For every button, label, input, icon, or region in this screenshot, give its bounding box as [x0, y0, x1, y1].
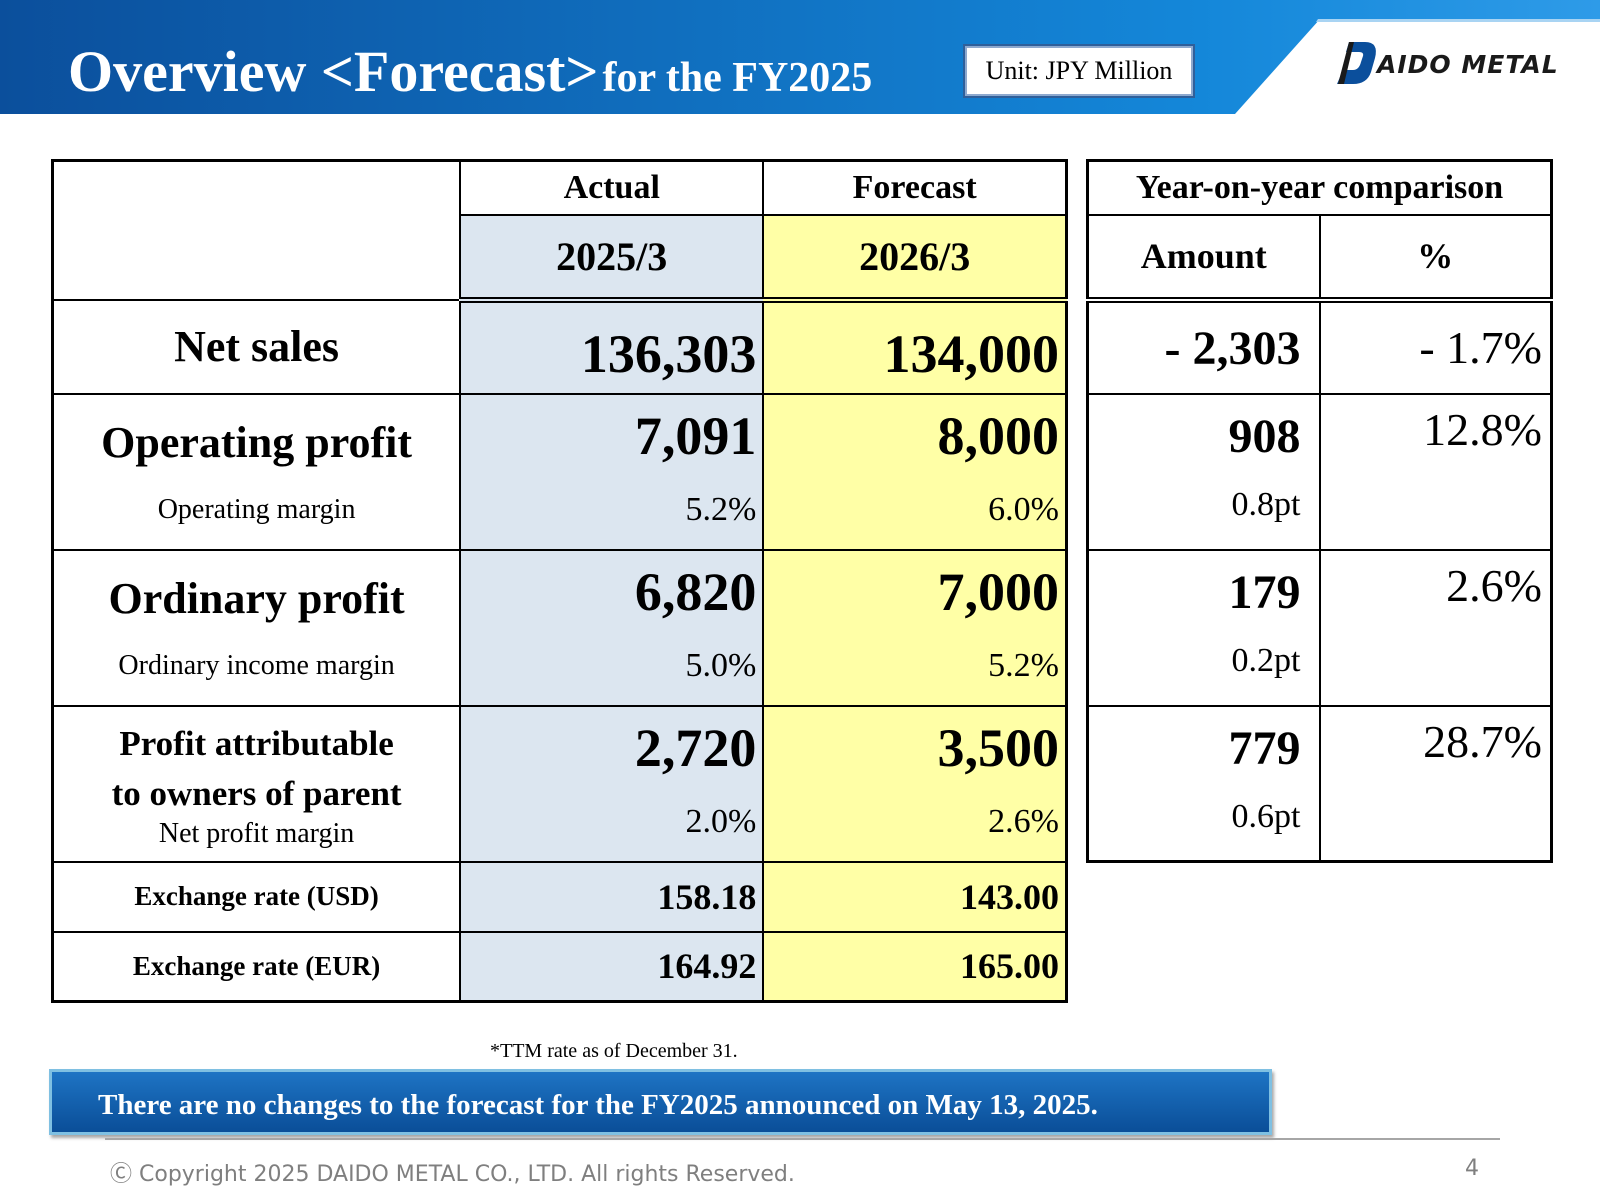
year-forecast: 2026/3: [762, 213, 1068, 303]
page-title: Overview <Forecast> for the FY2025: [68, 38, 872, 105]
header-bar: Overview <Forecast> for the FY2025 Unit:…: [0, 0, 1600, 114]
yoy-operating-amount: 908: [1228, 409, 1301, 463]
daido-metal-logo: AIDO METAL: [1335, 38, 1575, 88]
label-exchange-eur: Exchange rate (EUR): [51, 930, 462, 1003]
net-margin-actual: 2.0%: [685, 802, 757, 840]
col-header-forecast: Forecast: [762, 159, 1068, 216]
row-net-sales: Net sales 136,303 134,000: [51, 298, 1068, 395]
operating-margin-actual: 5.2%: [685, 490, 757, 528]
row-operating-profit: Operating profit Operating margin 7,091 5.…: [51, 392, 1068, 551]
label-net-profit-margin: Net profit margin: [158, 817, 355, 849]
exchange-usd-forecast: 143.00: [762, 860, 1068, 933]
ordinary-margin-forecast: 5.2%: [988, 646, 1059, 684]
exchange-eur-forecast: 165.00: [762, 930, 1068, 1003]
exchange-eur-actual: 164.92: [459, 930, 765, 1003]
net-profit-actual: 2,720: [634, 717, 757, 778]
row-profit-attributable: Profit attributable to owners of parent …: [51, 704, 1068, 863]
label-operating-margin: Operating margin: [157, 494, 356, 525]
footer-divider: [105, 1138, 1500, 1140]
yoy-row-net-profit: 779 0.6pt 28.7%: [1086, 704, 1553, 863]
yoy-operating-pct: 12.8%: [1423, 403, 1542, 455]
operating-profit-actual: 7,091: [634, 405, 757, 466]
yoy-net-sales-amount: - 2,303: [1164, 321, 1301, 375]
yoy-title: Year-on-year comparison: [1086, 159, 1553, 216]
yoy-ordinary-amount: 179: [1228, 565, 1301, 619]
row-ordinary-profit: Ordinary profit Ordinary income margin 6,…: [51, 548, 1068, 707]
col-header-pct: %: [1318, 213, 1553, 303]
yoy-net-sales-pct: - 1.7%: [1419, 321, 1542, 373]
ttm-footnote: *TTM rate as of December 31.: [490, 1040, 738, 1062]
forecast-notice-banner: There are no changes to the forecast for…: [49, 1069, 1272, 1135]
ordinary-profit-forecast: 7,000: [937, 561, 1060, 622]
net-profit-forecast: 3,500: [937, 717, 1060, 778]
operating-margin-forecast: 6.0%: [988, 490, 1059, 528]
title-tail: for the FY2025: [602, 55, 873, 101]
col-header-amount: Amount: [1086, 213, 1321, 303]
yoy-comparison-table: Year-on-year comparison Amount % - 2,303…: [1086, 159, 1553, 863]
yoy-ordinary-pt: 0.2pt: [1231, 641, 1301, 679]
header-band: [0, 0, 1600, 114]
row-exchange-eur: Exchange rate (EUR) 164.92 165.00: [51, 930, 1068, 1003]
corner-cell: [51, 159, 462, 301]
title-main: Overview <Forecast>: [68, 39, 599, 104]
page-number: 4: [1465, 1156, 1479, 1181]
operating-profit-forecast: 8,000: [937, 405, 1060, 466]
year-actual: 2025/3: [459, 213, 765, 303]
unit-label: Unit: JPY Million: [965, 46, 1193, 96]
yoy-operating-pt: 0.8pt: [1231, 485, 1301, 523]
logo-d-mark-icon: [1337, 42, 1376, 84]
ordinary-profit-actual: 6,820: [634, 561, 757, 622]
yoy-row-operating-profit: 908 0.8pt 12.8%: [1086, 392, 1553, 551]
net-sales-actual: 136,303: [580, 323, 757, 384]
copyright-text: Ⓒ Copyright 2025 DAIDO METAL CO., LTD. A…: [110, 1162, 795, 1187]
yoy-ordinary-pct: 2.6%: [1446, 559, 1542, 611]
label-exchange-usd: Exchange rate (USD): [51, 860, 462, 933]
label-ordinary-profit: Ordinary profit: [108, 574, 405, 623]
yoy-net-profit-pt: 0.6pt: [1231, 797, 1301, 835]
label-operating-profit: Operating profit: [101, 418, 412, 467]
label-net-sales: Net sales: [174, 322, 340, 371]
net-sales-forecast: 134,000: [883, 323, 1060, 384]
yoy-net-profit-amount: 779: [1228, 721, 1301, 775]
col-header-actual: Actual: [459, 159, 765, 216]
label-owners-of-parent: to owners of parent: [111, 773, 402, 813]
yoy-row-net-sales: - 2,303 - 1.7%: [1086, 298, 1553, 395]
row-exchange-usd: Exchange rate (USD) 158.18 143.00: [51, 860, 1068, 933]
yoy-row-ordinary-profit: 179 0.2pt 2.6%: [1086, 548, 1553, 707]
label-profit-attributable: Profit attributable: [119, 723, 394, 763]
yoy-net-profit-pct: 28.7%: [1423, 715, 1542, 767]
exchange-usd-actual: 158.18: [459, 860, 765, 933]
financial-table: Actual Forecast 2025/3 2026/3 Net sales …: [51, 159, 1068, 1003]
logo-text: AIDO METAL: [1377, 50, 1559, 79]
label-ordinary-income-margin: Ordinary income margin: [118, 650, 395, 681]
net-margin-forecast: 2.6%: [988, 802, 1059, 840]
ordinary-margin-actual: 5.0%: [685, 646, 757, 684]
